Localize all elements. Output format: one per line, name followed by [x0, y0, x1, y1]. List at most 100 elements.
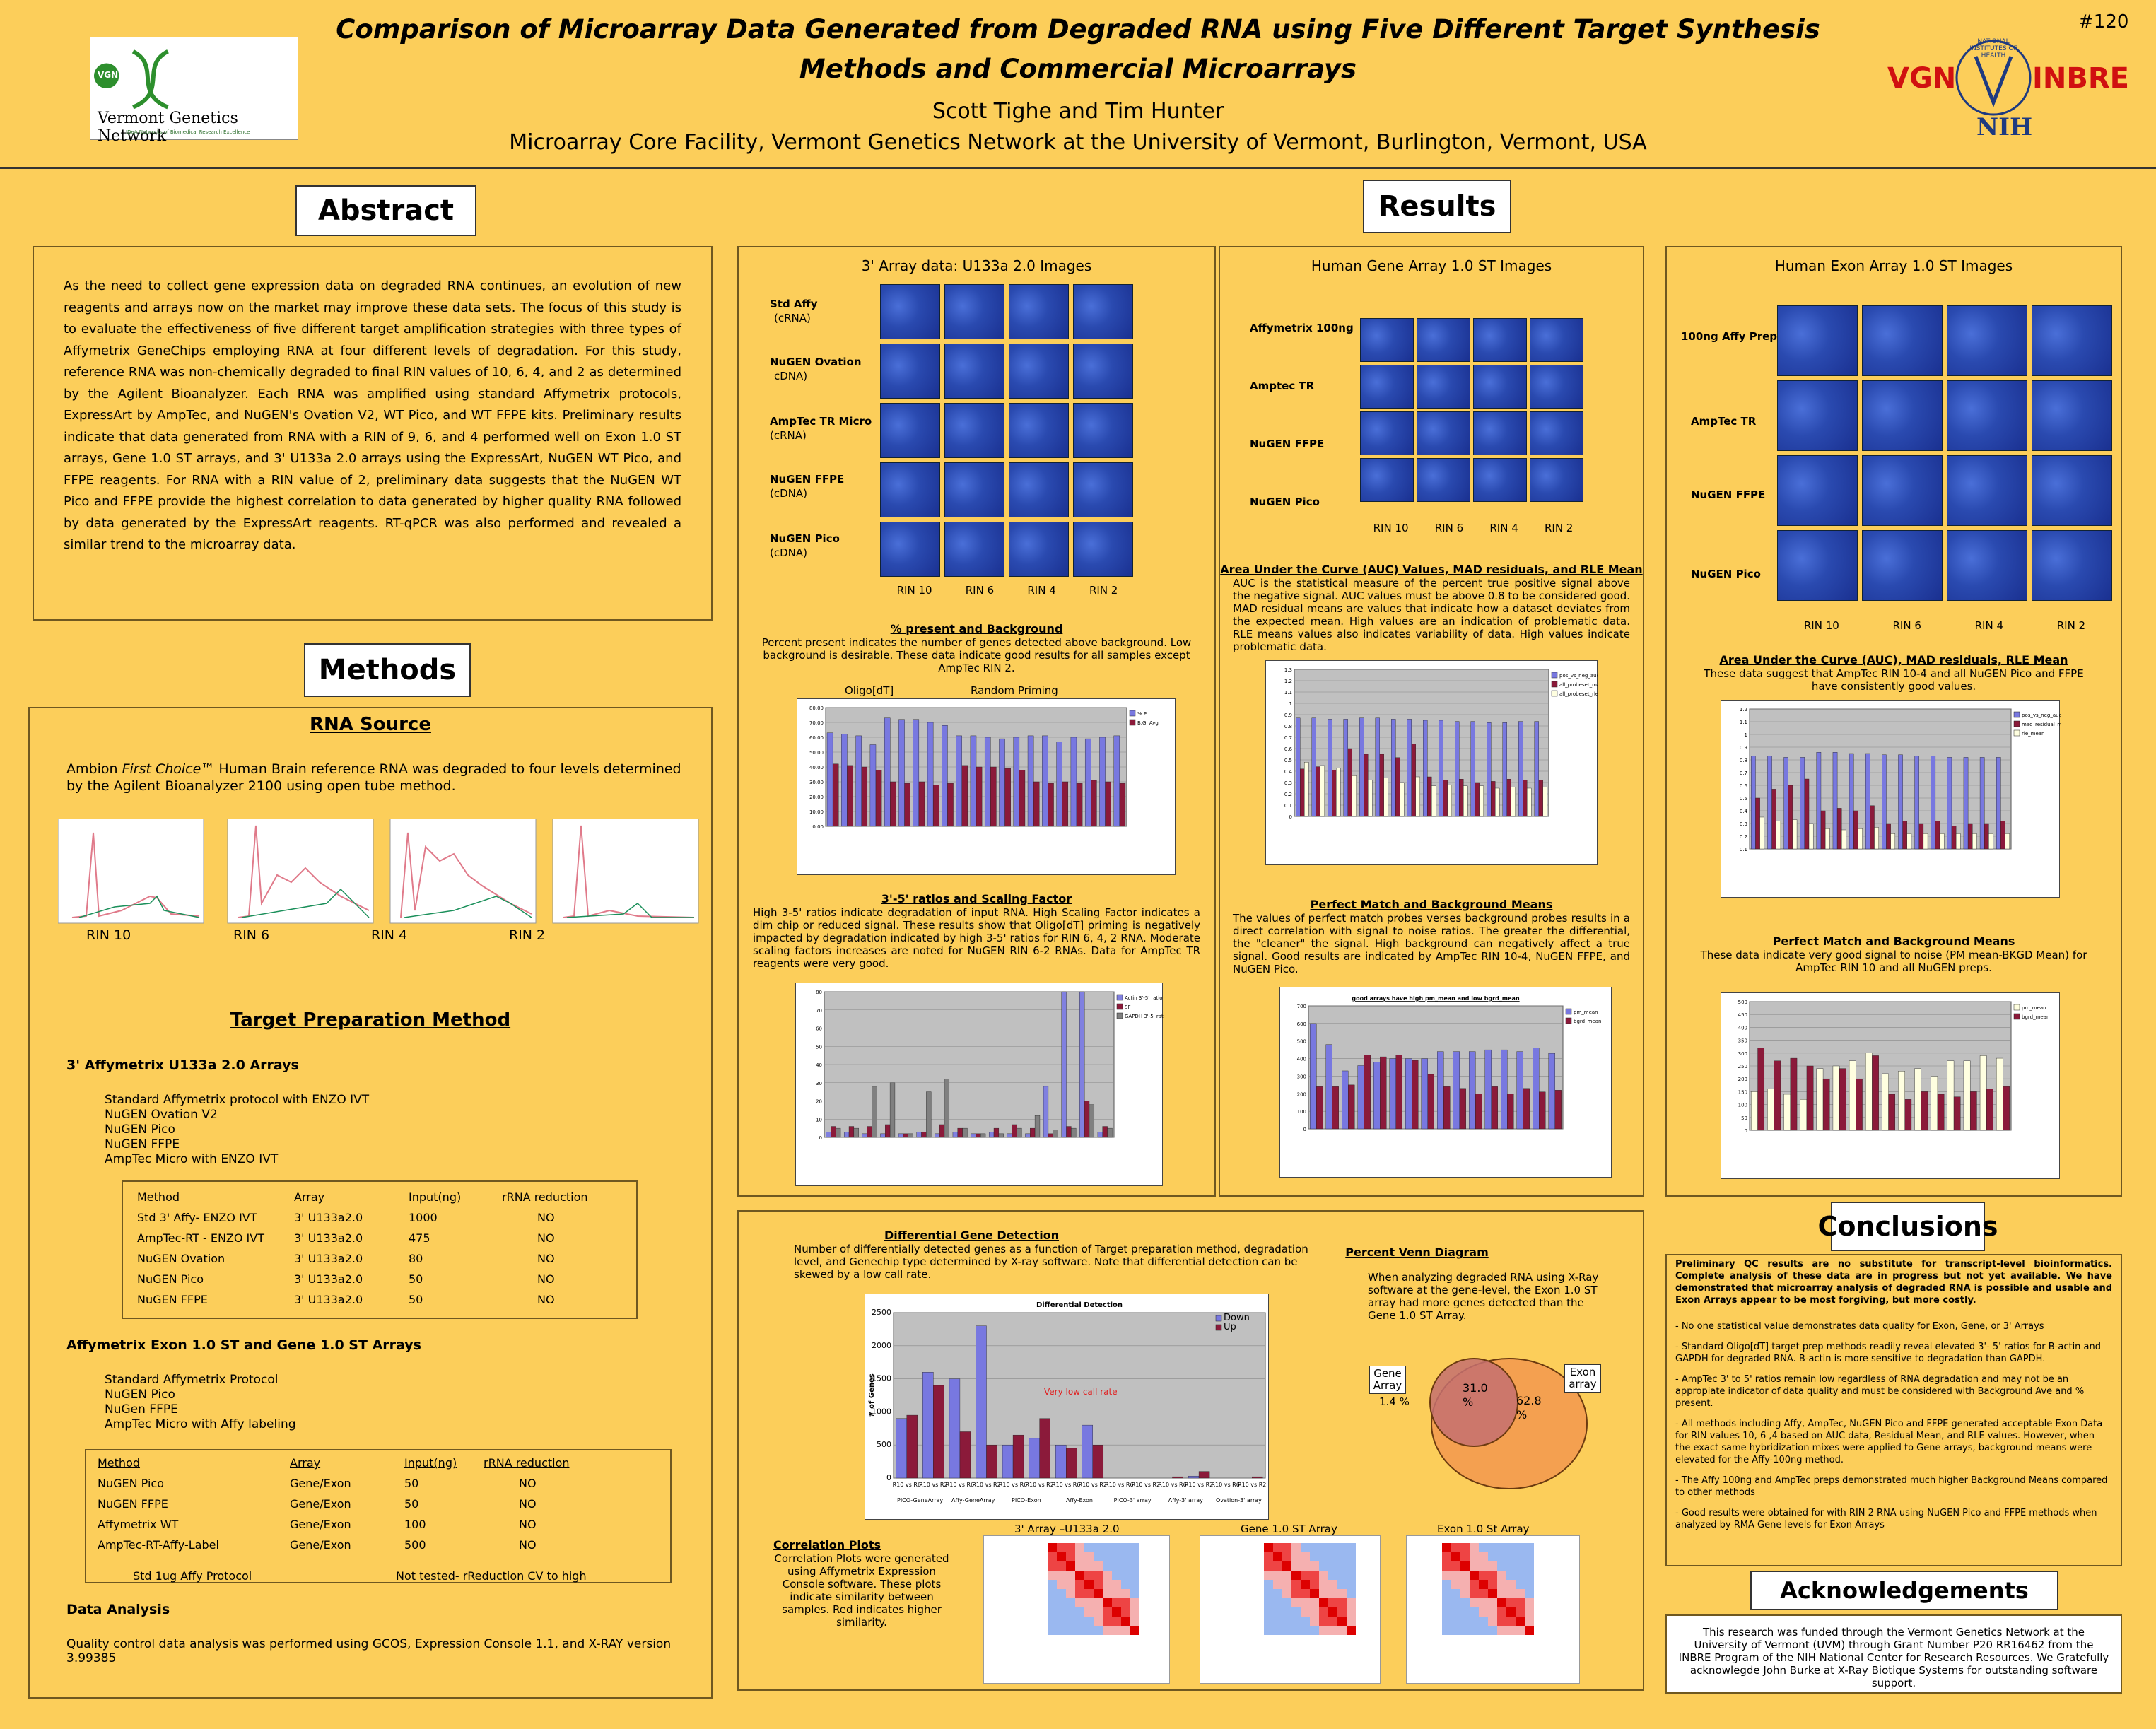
- title-line-1: Comparison of Microarray Data Generated …: [336, 14, 1820, 45]
- bar: [1469, 1051, 1476, 1130]
- bar: [1027, 735, 1034, 827]
- heatmap-cell: [1451, 1589, 1460, 1598]
- x-tick-label: R10 vs R6: [1211, 1482, 1239, 1488]
- bar: [826, 1132, 831, 1138]
- heatmap-cell: [1264, 1589, 1273, 1598]
- group-label: Affy-GeneArray: [951, 1497, 995, 1504]
- heatmap-cell: [1075, 1543, 1084, 1552]
- bar: [1470, 721, 1475, 817]
- heatmap-cell: [1282, 1617, 1291, 1626]
- y-tick-label: 1500: [872, 1374, 891, 1383]
- legend-label: SF: [1125, 1004, 1130, 1010]
- legend-label: pm_mean: [2022, 1005, 2046, 1011]
- heatmap-cell: [1130, 1617, 1139, 1626]
- bar: [1411, 744, 1416, 817]
- bar: [1343, 719, 1348, 817]
- heatmap-cell: [1264, 1571, 1273, 1580]
- bar: [1839, 1068, 1846, 1131]
- title-line-2: Methods and Commercial Microarrays: [799, 54, 1357, 84]
- venn-exon-label: Exon array: [1564, 1364, 1601, 1393]
- bar: [1364, 1055, 1371, 1130]
- data-analysis-heading: Data Analysis: [66, 1602, 170, 1617]
- bar: [976, 766, 983, 827]
- u133-panel: 3' Array data: U133a 2.0 Images Std Affy…: [737, 246, 1216, 1197]
- table-row: AmpTec-RT-Affy-Label Gene/Exon 500 NO: [90, 1535, 577, 1554]
- cell: NuGEN Pico: [137, 1272, 204, 1286]
- cell: NuGEN Pico: [98, 1477, 164, 1490]
- bar: [1548, 1053, 1555, 1130]
- u133-title: 3' Array data: U133a 2.0 Images: [861, 257, 1092, 274]
- bar: [1751, 756, 1756, 850]
- bar: [1304, 761, 1309, 817]
- bar: [1102, 1126, 1108, 1138]
- u133-row-label: Std Affy (cRNA): [770, 298, 818, 324]
- legend-swatch: [1129, 719, 1136, 726]
- heatmap-cell: [1319, 1552, 1328, 1561]
- heatmap-cell: [1347, 1552, 1356, 1561]
- bar: [1759, 816, 1765, 850]
- heatmap-cell: [1460, 1543, 1470, 1552]
- heatmap-cell: [1497, 1598, 1506, 1607]
- array-image: [880, 284, 940, 339]
- bar: [1841, 829, 1846, 850]
- heatmap-cell: [1328, 1607, 1337, 1617]
- bar: [1523, 780, 1528, 817]
- bar: [1506, 778, 1511, 817]
- heatmap-cell: [1451, 1543, 1460, 1552]
- bar: [1342, 1070, 1349, 1130]
- heatmap-cell: [1319, 1580, 1328, 1589]
- col-label: RIN 10: [1373, 522, 1409, 534]
- bar: [1856, 1078, 1863, 1131]
- heatmap-cell: [1319, 1589, 1328, 1598]
- heatmap-cell: [1301, 1543, 1310, 1552]
- bar: [1755, 797, 1760, 850]
- y-tick-label: 250: [1738, 1064, 1747, 1069]
- diff-panel: Differential Gene Detection Number of di…: [737, 1210, 1644, 1691]
- bar: [1019, 769, 1026, 827]
- bar: [1107, 1127, 1113, 1138]
- heatmap-cell: [1506, 1626, 1516, 1635]
- venn-diagram: [1429, 1358, 1588, 1489]
- heatmap-cell: [1264, 1580, 1273, 1589]
- cell: NO: [519, 1518, 537, 1531]
- correlation-heatmap: [1200, 1535, 1381, 1684]
- bar: [1062, 781, 1069, 827]
- cell: 3' U133a2.0: [294, 1272, 363, 1286]
- array-image: [880, 403, 940, 458]
- heatmap-cell: [1337, 1617, 1347, 1626]
- legend-swatch: [1215, 1324, 1222, 1331]
- heatmap-cell: [1479, 1580, 1488, 1589]
- exon-auc-heading: Area Under the Curve (AUC), MAD residual…: [1719, 653, 2068, 667]
- heatmap-cell: [1075, 1571, 1084, 1580]
- cell: NO: [537, 1293, 555, 1306]
- gene-pm-text: The values of perfect match probes verse…: [1233, 912, 1630, 975]
- bar: [1824, 828, 1830, 850]
- bar: [1105, 781, 1111, 827]
- heatmap-cell: [1057, 1552, 1066, 1561]
- bar: [1427, 776, 1432, 817]
- heatmap-cell: [1103, 1617, 1112, 1626]
- bar: [1113, 735, 1120, 827]
- bar: [1502, 722, 1507, 817]
- table-row: NuGEN Pico 3' U133a2.0 50 NO: [130, 1270, 595, 1289]
- heatmap-cell: [1460, 1598, 1470, 1607]
- u133-row-label: AmpTec TR Micro (cRNA): [770, 415, 872, 442]
- array-image: [1009, 344, 1069, 399]
- heatmap-cell: [1470, 1617, 1479, 1626]
- methods-panel: RNA Source Ambion First Choice™ Human Br…: [28, 707, 713, 1699]
- gene-col-labels: RIN 10 RIN 6 RIN 4 RIN 2: [1360, 522, 1586, 534]
- heatmap-cell: [1319, 1561, 1328, 1571]
- legend-swatch: [1565, 1017, 1572, 1024]
- target-heading: Target Preparation Method: [230, 1009, 511, 1031]
- cell: NO: [537, 1252, 555, 1265]
- bar: [1516, 1051, 1523, 1130]
- bar: [1043, 1086, 1049, 1138]
- exon-pm-svg: 0 50 100 150 200 250 300 350 400 450 500 pm_meanbgr…: [1738, 1000, 2050, 1134]
- heatmap-cell: [1103, 1561, 1112, 1571]
- bar: [1906, 833, 1912, 850]
- heatmap-cell: [1347, 1617, 1356, 1626]
- bar: [1316, 766, 1320, 817]
- bar: [1751, 1091, 1758, 1131]
- bar: [1048, 1133, 1053, 1138]
- bar: [1495, 787, 1500, 817]
